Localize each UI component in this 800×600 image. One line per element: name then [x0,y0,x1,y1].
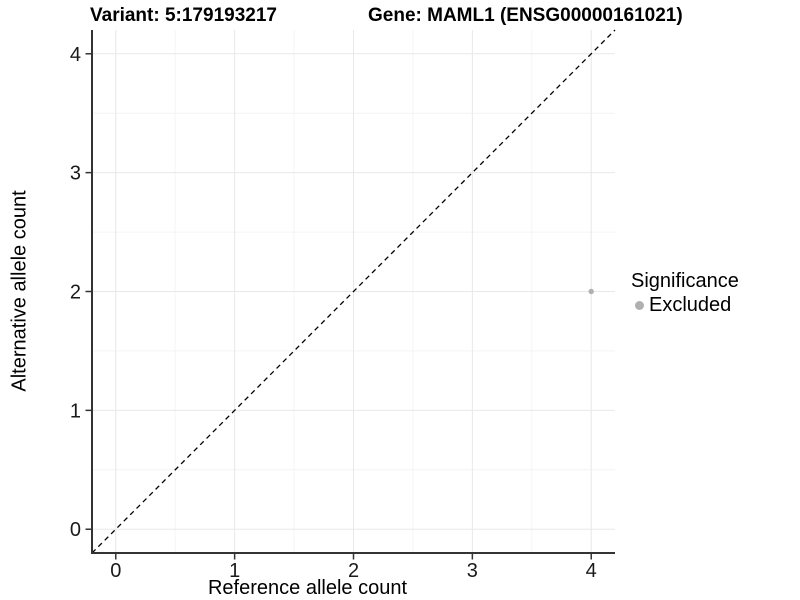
x-tick-label: 3 [467,560,478,582]
x-tick-label: 0 [110,560,121,582]
legend: Significance Excluded [631,270,739,317]
data-point [588,288,594,295]
legend-item-label: Excluded [649,294,732,316]
x-tick-label: 1 [229,560,240,582]
y-tick-label: 4 [70,44,81,66]
y-axis-title-text: Alternative allele count [8,190,31,392]
y-tick-label: 3 [70,163,81,185]
y-tick-label: 2 [70,282,81,304]
x-tick-label: 2 [348,560,359,582]
variant-title: Variant: 5:179193217 [90,5,277,26]
x-axis-title: Reference allele count [207,577,407,599]
gene-title: Gene: MAML1 (ENSG00000161021) [368,5,683,26]
identity-line [91,29,616,554]
excluded-point-icon [635,301,644,310]
y-axis-title: Alternative allele count [9,190,32,391]
legend-item-excluded: Excluded [631,294,739,317]
y-tick-label: 1 [70,400,81,422]
legend-title: Significance [631,270,739,292]
y-tick-label: 0 [70,519,81,541]
x-tick-label: 4 [586,560,597,582]
